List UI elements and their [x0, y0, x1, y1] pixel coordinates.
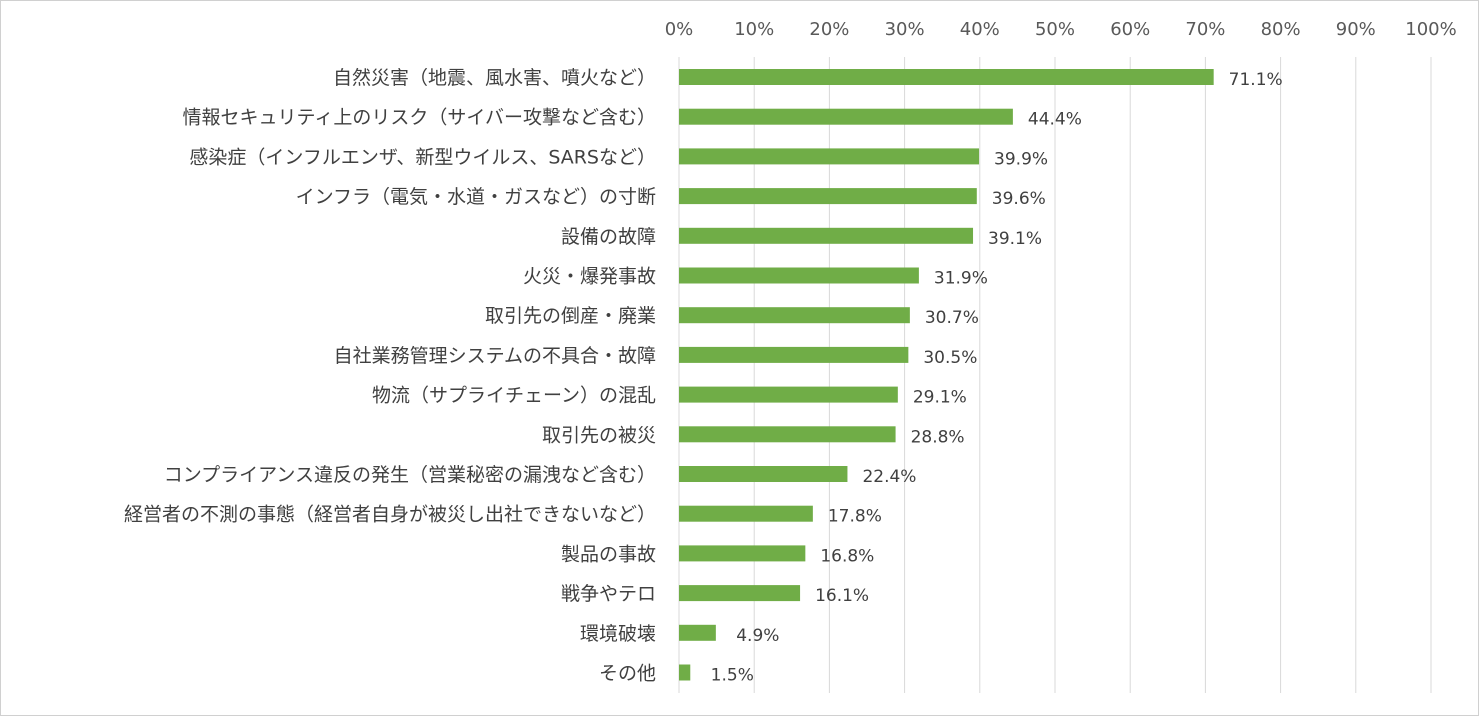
bar: [679, 69, 1214, 85]
x-axis-ticks: 0% 10% 20% 30% 40% 50% 60% 70% 80% 90% 100%: [665, 19, 1457, 40]
bar: [679, 664, 691, 681]
data-label: 39.9%: [994, 149, 1048, 169]
category-label: 製品の事故: [561, 543, 656, 565]
category-label: 経営者の不測の事態（経営者自身が被災し出社できないなど）: [124, 504, 656, 526]
x-tick-label: 100%: [1405, 19, 1456, 40]
category-label: 感染症（インフルエンザ、新型ウイルス、SARSなど）: [189, 146, 656, 168]
category-label: 取引先の倒産・廃業: [485, 305, 656, 327]
bars: [679, 69, 1214, 681]
x-tick-label: 40%: [960, 19, 1000, 40]
bar: [679, 585, 801, 602]
bar: [679, 108, 1013, 125]
data-label: 1.5%: [711, 666, 754, 686]
bar: [679, 227, 974, 244]
data-label: 30.7%: [925, 308, 979, 328]
data-label: 28.8%: [911, 427, 965, 447]
bar: [679, 466, 848, 482]
bar: [679, 426, 896, 443]
category-label: 自然災害（地震、風水害、噴火など）: [333, 67, 656, 89]
data-label: 71.1%: [1229, 70, 1283, 90]
x-tick-label: 70%: [1185, 19, 1225, 40]
category-label: 環境破壊: [580, 623, 656, 645]
data-label: 16.8%: [820, 546, 874, 566]
bar: [679, 624, 716, 641]
category-label: 情報セキュリティ上のリスク（サイバー攻撃など含む）: [183, 107, 656, 129]
bar: [679, 386, 898, 403]
bar: [679, 505, 813, 522]
x-tick-label: 90%: [1336, 19, 1376, 40]
data-label: 16.1%: [815, 586, 869, 606]
category-label: 自社業務管理システムの不具合・故障: [334, 345, 656, 367]
category-label: 戦争やテロ: [561, 583, 656, 605]
category-label: 物流（サプライチェーン）の混乱: [372, 385, 656, 407]
bar: [679, 267, 919, 284]
category-label: 取引先の被災: [542, 424, 656, 446]
category-label: 火災・爆発事故: [523, 266, 656, 288]
data-label: 39.1%: [988, 229, 1042, 249]
data-label: 17.8%: [828, 507, 882, 527]
data-label: 22.4%: [862, 467, 916, 487]
data-label: 39.6%: [992, 189, 1046, 209]
data-labels: 71.1% 44.4% 39.9% 39.6% 39.1%31.9% 30.7% 30.5%…: [711, 70, 1283, 686]
x-tick-label: 10%: [734, 19, 774, 40]
bar: [679, 148, 980, 165]
data-label: 30.5%: [923, 348, 977, 368]
x-tick-label: 50%: [1035, 19, 1075, 40]
data-label: 29.1%: [913, 388, 967, 408]
data-label: 31.9%: [934, 269, 988, 289]
bar: [679, 307, 910, 324]
category-label: その他: [599, 663, 656, 685]
bar: [679, 346, 909, 363]
category-label: コンプライアンス違反の発生（営業秘密の漏洩など含む）: [164, 464, 656, 486]
data-label: 4.9%: [736, 626, 779, 646]
bar: [679, 188, 977, 205]
data-label: 44.4%: [1028, 110, 1082, 130]
category-label: 設備の故障: [561, 226, 656, 248]
category-label: インフラ（電気・水道・ガスなど）の寸断: [296, 186, 656, 208]
x-tick-label: 80%: [1261, 19, 1301, 40]
x-tick-label: 60%: [1110, 19, 1150, 40]
x-tick-label: 30%: [885, 19, 925, 40]
x-tick-label: 0%: [665, 19, 694, 40]
category-labels: 自然災害（地震、風水害、噴火など） 情報セキュリティ上のリスク（サイバー攻撃など含…: [124, 67, 656, 685]
bar: [679, 545, 806, 562]
x-tick-label: 20%: [809, 19, 849, 40]
